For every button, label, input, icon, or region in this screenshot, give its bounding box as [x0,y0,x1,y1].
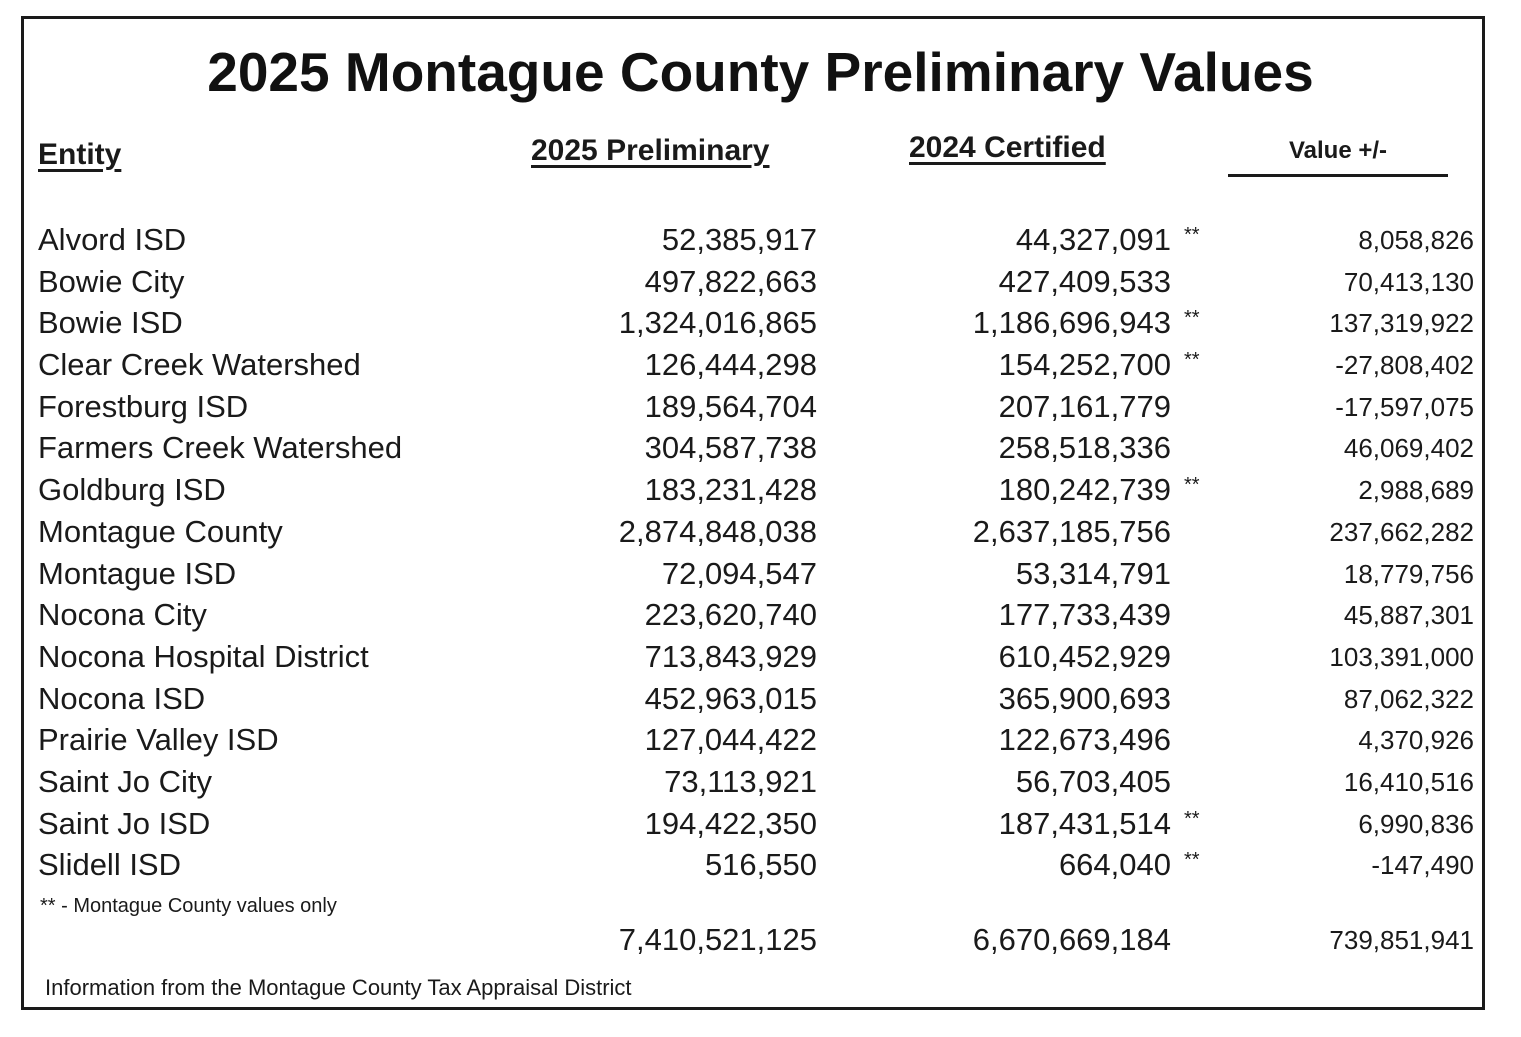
county-only-marker: ** [1184,474,1200,497]
certified-value: 154,252,700 [998,347,1171,383]
entity-name: Alvord ISD [38,222,187,257]
certified-value: 365,900,693 [998,680,1171,716]
value-change: 6,990,836 [1358,808,1474,839]
table-row: Bowie ISD 1,324,016,865 1,186,696,943 **… [0,303,1521,345]
entity-name: Slidell ISD [38,847,181,883]
certified-value: 44,327,091 [1015,222,1171,257]
table-row: Nocona City 223,620,740 177,733,439 45,8… [0,595,1521,637]
value-change: 8,058,826 [1358,225,1474,255]
certified-value: 1,186,696,943 [972,305,1171,341]
certified-value: 2,637,185,756 [972,513,1171,549]
table-row: Farmers Creek Watershed 304,587,738 258,… [0,428,1521,470]
table-row: Saint Jo ISD 194,422,350 187,431,514 ** … [0,804,1521,846]
column-header-2024-certified: 2024 Certified [909,131,1106,164]
certified-value: 177,733,439 [998,597,1171,633]
preliminary-value: 72,094,547 [661,555,817,591]
entity-name: Saint Jo ISD [38,805,211,841]
certified-value: 122,673,496 [998,722,1171,758]
value-change: -27,808,402 [1335,350,1474,381]
table-body: Alvord ISD 52,385,917 44,327,091 ** 8,05… [0,220,1521,887]
table-row: Goldburg ISD 183,231,428 180,242,739 ** … [0,470,1521,512]
county-only-marker: ** [1184,807,1200,830]
preliminary-value: 1,324,016,865 [618,305,817,341]
entity-name: Prairie Valley ISD [38,722,279,758]
county-only-marker: ** [1184,224,1200,246]
preliminary-value: 516,550 [704,847,817,883]
county-only-marker: ** [1184,307,1200,330]
value-change: 70,413,130 [1343,266,1474,297]
table-border [21,16,1485,1010]
entity-name: Bowie ISD [38,305,183,341]
certified-value: 56,703,405 [1015,763,1171,799]
column-header-entity: Entity [38,138,122,171]
preliminary-value: 189,564,704 [644,388,817,424]
table-row: Clear Creek Watershed 126,444,298 154,25… [0,345,1521,387]
certified-value: 258,518,336 [998,430,1171,466]
preliminary-value: 194,422,350 [644,805,817,841]
entity-name: Nocona City [38,597,207,633]
preliminary-value: 223,620,740 [644,597,817,633]
certified-value: 207,161,779 [998,388,1171,424]
preliminary-value: 52,385,917 [661,222,817,257]
certified-value: 427,409,533 [998,263,1171,299]
table-row: Montague County 2,874,848,038 2,637,185,… [0,512,1521,554]
value-change: 237,662,282 [1329,516,1474,547]
preliminary-value: 73,113,921 [664,763,817,799]
value-change: 2,988,689 [1358,475,1474,506]
certified-value: 53,314,791 [1015,555,1171,591]
value-change: 45,887,301 [1343,600,1474,631]
table-row: Nocona Hospital District 713,843,929 610… [0,637,1521,679]
preliminary-value: 183,231,428 [644,472,817,508]
preliminary-value: 126,444,298 [644,347,817,383]
entity-name: Montague ISD [38,555,237,591]
total-preliminary: 7,410,521,125 [618,922,817,957]
entity-name: Clear Creek Watershed [38,347,361,383]
county-only-marker: ** [1184,349,1200,372]
table-row: Saint Jo City 73,113,921 56,703,405 16,4… [0,762,1521,804]
table-row: Bowie City 497,822,663 427,409,533 70,41… [0,262,1521,304]
preliminary-value: 304,587,738 [644,430,817,466]
value-change: -147,490 [1371,850,1474,881]
source-credit: Information from the Montague County Tax… [45,975,632,1000]
certified-value: 187,431,514 [998,805,1171,841]
certified-value: 610,452,929 [998,638,1171,674]
totals-row: 7,410,521,125 6,670,669,184 739,851,941 [0,920,1521,962]
entity-name: Nocona Hospital District [38,638,369,674]
value-change: 137,319,922 [1329,308,1474,339]
column-header-2025-preliminary: 2025 Preliminary [531,134,770,167]
entity-name: Montague County [38,513,283,549]
entity-name: Saint Jo City [38,763,213,799]
entity-name: Forestburg ISD [38,388,249,424]
table-row: Prairie Valley ISD 127,044,422 122,673,4… [0,720,1521,762]
value-change: 18,779,756 [1343,558,1474,589]
value-change: 103,391,000 [1329,641,1474,672]
table-row: Alvord ISD 52,385,917 44,327,091 ** 8,05… [0,220,1521,262]
value-change: 87,062,322 [1343,683,1474,714]
value-change: 4,370,926 [1358,725,1474,756]
value-change: 46,069,402 [1343,433,1474,464]
preliminary-value: 2,874,848,038 [618,513,817,549]
preliminary-value: 452,963,015 [644,680,817,716]
entity-name: Farmers Creek Watershed [38,430,403,466]
total-value-change: 739,851,941 [1329,925,1474,955]
table-row: Forestburg ISD 189,564,704 207,161,779 -… [0,387,1521,429]
entity-name: Goldburg ISD [38,472,226,508]
total-certified: 6,670,669,184 [972,922,1171,957]
county-only-marker: ** [1184,849,1200,872]
preliminary-value: 127,044,422 [644,722,817,758]
preliminary-value: 713,843,929 [644,638,817,674]
table-row: Montague ISD 72,094,547 53,314,791 18,77… [0,554,1521,596]
certified-value: 664,040 [1058,847,1171,883]
entity-name: Bowie City [38,263,185,299]
table-row: Slidell ISD 516,550 664,040 ** -147,490 [0,845,1521,887]
entity-name: Nocona ISD [38,680,206,716]
value-change: 16,410,516 [1343,766,1474,797]
certified-value: 180,242,739 [998,472,1171,508]
value-change: -17,597,075 [1335,391,1474,422]
footnote: ** - Montague County values only [40,895,337,917]
preliminary-value: 497,822,663 [644,263,817,299]
page-title: 2025 Montague County Preliminary Values [207,41,1314,103]
column-header-value-change: Value +/- [1228,134,1448,177]
table-row: Nocona ISD 452,963,015 365,900,693 87,06… [0,679,1521,721]
